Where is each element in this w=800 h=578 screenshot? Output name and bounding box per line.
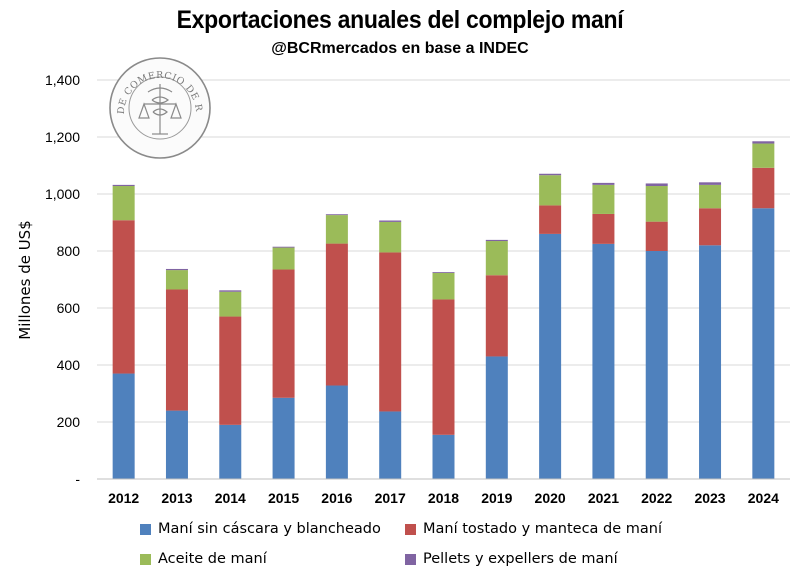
bar-segment <box>325 243 348 386</box>
x-tick-label: 2015 <box>268 490 299 506</box>
legend-swatch <box>140 553 151 565</box>
bar-segment <box>752 143 775 168</box>
y-tick-label: 600 <box>57 300 81 316</box>
bar-segment <box>272 269 295 398</box>
x-tick-label: 2021 <box>588 490 619 506</box>
legend-item: Pellets y expellers de maní <box>405 551 618 567</box>
bar-segment <box>165 268 188 271</box>
x-tick-label: 2016 <box>321 490 352 506</box>
bar-segment <box>645 251 668 479</box>
bar-segment <box>325 214 348 216</box>
bar-segment <box>432 434 455 479</box>
bar-segment <box>112 184 135 187</box>
legend-item: Maní sin cáscara y blancheado <box>140 521 381 537</box>
bar-segment <box>219 424 242 479</box>
bar-segment <box>112 373 135 479</box>
bar-segment <box>272 247 295 270</box>
chart-title: Exportaciones anuales del complejo maní <box>176 6 624 34</box>
bar-segment <box>539 173 562 176</box>
legend-swatch <box>405 553 416 565</box>
bar-segment <box>219 316 242 425</box>
bar-segment <box>752 141 775 144</box>
bar-segment <box>645 186 668 222</box>
bar-segment <box>432 272 455 273</box>
bar-segment <box>539 205 562 234</box>
bar-segment <box>165 270 188 290</box>
bar-segment <box>379 411 402 479</box>
legend-label: Pellets y expellers de maní <box>423 551 618 567</box>
bar-segment <box>752 208 775 479</box>
bar-segment <box>752 167 775 209</box>
bar-segment <box>219 290 242 292</box>
x-tick-label: 2020 <box>535 490 566 506</box>
x-tick-label: 2014 <box>215 490 246 506</box>
y-tick-label: 1,200 <box>45 129 80 145</box>
x-tick-label: 2017 <box>375 490 406 506</box>
x-axis-ticks: 2012 2013 2014 2015 2016 2017 2018 2019 2020 2021… <box>108 490 779 506</box>
legend-swatch <box>405 523 416 535</box>
bar-segment <box>699 182 722 185</box>
bar-segment <box>432 299 455 435</box>
bar-segment <box>485 275 508 357</box>
bar-segment <box>699 184 722 209</box>
y-tick-label: 1,000 <box>45 186 80 202</box>
bar-segment <box>379 252 402 412</box>
legend-item: Maní tostado y manteca de maní <box>405 521 662 537</box>
x-tick-label: 2012 <box>108 490 139 506</box>
bar-segment <box>592 184 615 214</box>
x-tick-label: 2013 <box>161 490 192 506</box>
x-tick-label: 2023 <box>694 490 725 506</box>
y-tick-label: 200 <box>57 414 81 430</box>
bar-segment <box>165 410 188 479</box>
bar-segment <box>165 289 188 411</box>
bar-segment <box>325 215 348 244</box>
chart-legend: Maní sin cáscara y blancheado Maní tosta… <box>0 518 800 578</box>
legend-item: Aceite de maní <box>140 551 267 567</box>
bar-segment <box>592 182 615 185</box>
bar-segment <box>645 183 668 187</box>
y-tick-label: - <box>75 471 80 487</box>
bar-segment <box>379 221 402 253</box>
y-tick-label: 400 <box>57 357 81 373</box>
legend-swatch <box>140 523 151 535</box>
legend-label: Maní tostado y manteca de maní <box>423 521 663 537</box>
legend-label: Aceite de maní <box>158 551 267 567</box>
bolsa-comercio-rosario-seal-logo: BOLSA DE COMERCIO DE ROSARIO <box>108 56 211 159</box>
bar-segment <box>592 243 615 479</box>
bar-segment <box>539 175 562 206</box>
bar-segment <box>485 241 508 276</box>
y-tick-label: 800 <box>57 243 81 259</box>
legend-label: Maní sin cáscara y blancheado <box>158 521 381 537</box>
bar-segment <box>699 208 722 246</box>
bar-segment <box>112 220 135 374</box>
bar-segment <box>592 213 615 244</box>
x-tick-label: 2019 <box>481 490 512 506</box>
bar-segment <box>379 220 402 222</box>
y-tick-label: 1,400 <box>45 72 80 88</box>
chart-subtitle: @BCRmercados en base a INDEC <box>271 40 529 57</box>
bar-segment <box>485 356 508 479</box>
bar-segment <box>219 291 242 317</box>
x-tick-label: 2022 <box>641 490 672 506</box>
y-axis-ticks: - 200 400 600 800 1,000 1,200 1,400 <box>45 72 80 487</box>
bar-segment <box>325 385 348 479</box>
bar-segment <box>539 233 562 479</box>
bar-segment <box>112 186 135 221</box>
bar-segment <box>699 245 722 479</box>
bar-segment <box>272 397 295 479</box>
bar-segment <box>485 239 508 242</box>
bar-segment <box>432 272 455 300</box>
caduceus-icon <box>138 84 182 135</box>
x-tick-label: 2024 <box>748 490 779 506</box>
x-tick-label: 2018 <box>428 490 459 506</box>
bar-segment <box>645 221 668 251</box>
bar-segment <box>272 246 295 248</box>
bars <box>112 141 775 479</box>
y-axis-label: Millones de US$ <box>16 220 34 340</box>
